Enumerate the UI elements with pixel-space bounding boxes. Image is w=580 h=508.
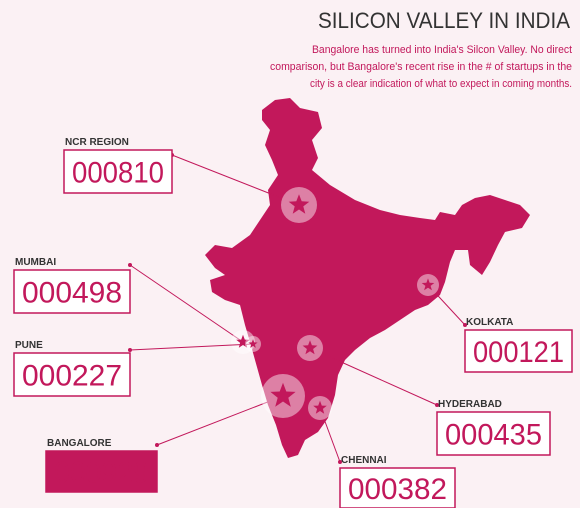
city-count: 000121 [473,336,564,369]
leader-dot [155,443,159,447]
city-name: NCR REGION [65,137,129,148]
cities: NCR REGION 000810 MUMBAI 000498 PUNE 000227 BA… [13,137,573,508]
count-box [45,450,158,493]
leader-dot [128,263,132,267]
city-count: 000810 [72,157,164,190]
count-box [13,269,131,314]
india-map [205,98,530,458]
city-name: PUNE [15,340,43,351]
leader-dot [338,460,342,464]
city-count: 000435 [445,419,542,452]
city-star [302,340,318,355]
subtitle-line: Bangalore has turned into India's Silcon… [312,44,572,56]
count-box [13,352,131,397]
leader-line [129,343,254,351]
city-star [248,339,258,348]
city-star [236,334,250,348]
leader-line [156,395,284,446]
city-name: CHENNAI [341,455,387,466]
count-box [63,149,173,194]
city-star [288,194,310,214]
leader-line [309,347,438,406]
leader-dot [435,403,439,407]
count-box [436,411,551,456]
city-star [313,400,327,414]
title: SILICON VALLEY IN INDIA [318,8,570,33]
city-star [421,278,435,291]
city-name: MUMBAI [15,257,56,268]
city-name: BANGALORE [47,438,112,449]
count-box [464,329,573,373]
leader-line [171,154,300,206]
leader-line [129,264,244,343]
leader-dot [128,348,132,352]
city-name: HYDERABAD [438,399,502,410]
city-count: 000929 [54,457,149,490]
leader-dot [463,323,467,327]
leader-line [427,284,466,326]
subtitle-line: city is a clear indication of what to ex… [310,78,572,90]
city-star [270,382,296,407]
count-box [339,467,456,508]
city-name: KOLKATA [466,317,513,328]
city-count: 000382 [348,473,447,506]
city-count: 000498 [22,277,122,310]
subtitle-line: comparison, but Bangalore's recent rise … [270,61,572,73]
city-count: 000227 [22,360,122,393]
leader-line [319,407,341,463]
